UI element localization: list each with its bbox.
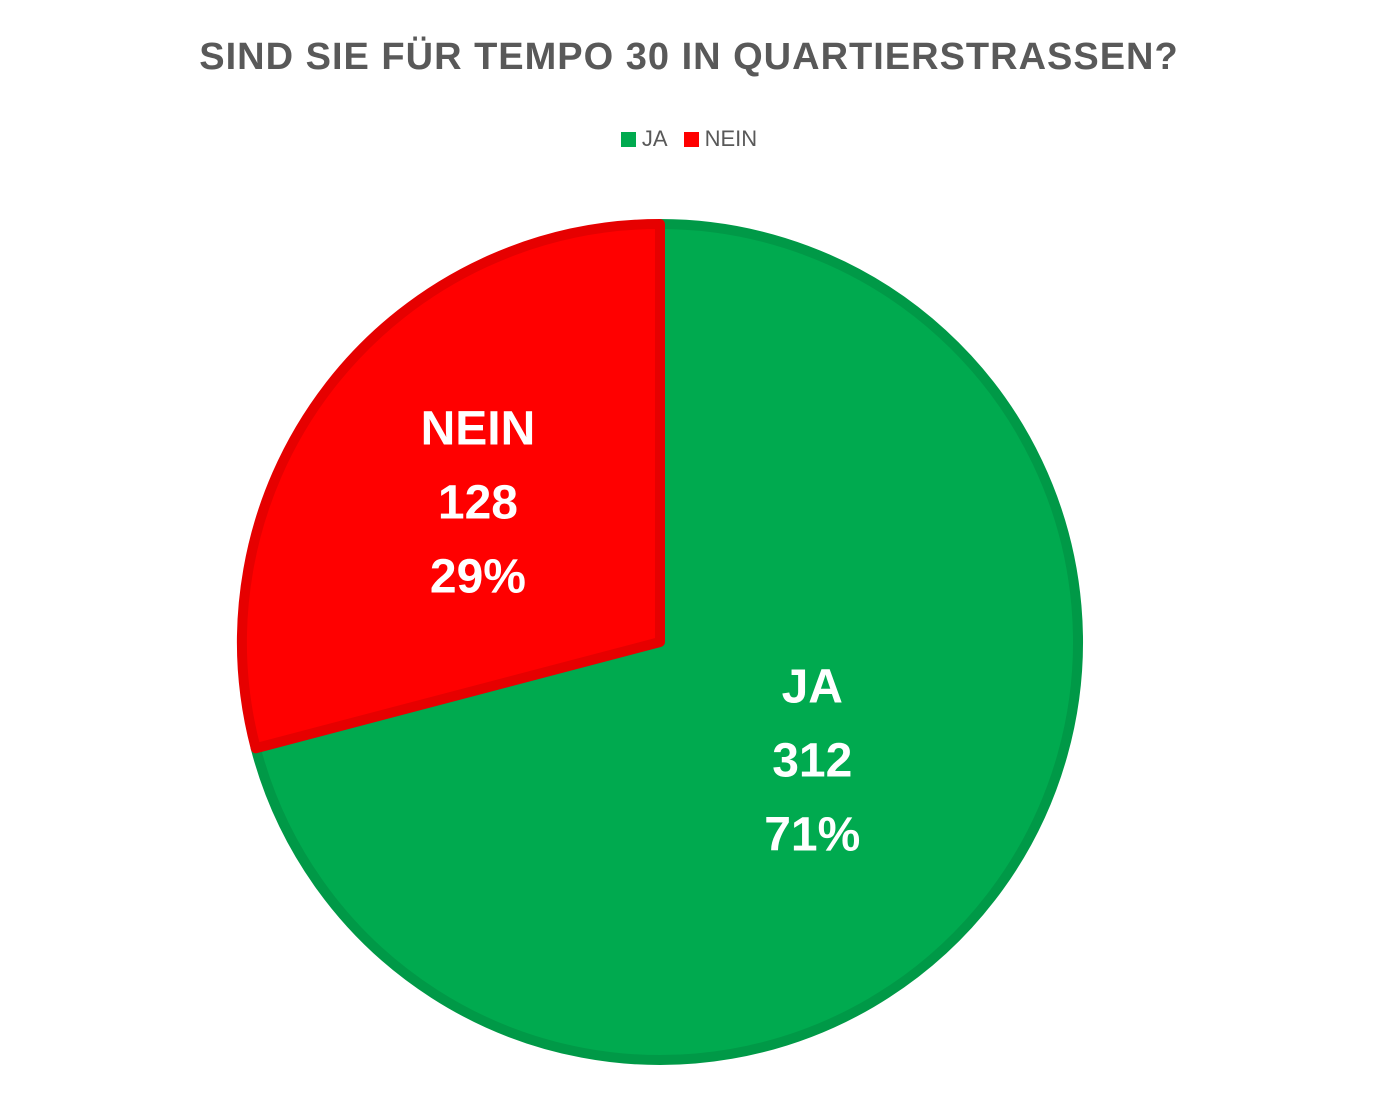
data-label-ja-value: 312: [772, 734, 852, 787]
pie-slice-nein: [237, 219, 665, 754]
legend-swatch-nein: [683, 131, 699, 147]
data-label-ja-label: JA: [782, 660, 843, 713]
legend-swatch-ja: [620, 131, 636, 147]
data-label-nein-value: 128: [438, 477, 518, 530]
data-label-nein-percent: 29%: [430, 551, 526, 604]
legend-label-nein: NEIN: [704, 126, 758, 151]
data-label-ja-percent: 71%: [764, 808, 860, 861]
legend-item-ja: JA: [620, 126, 668, 152]
data-label-nein-label: NEIN: [421, 403, 536, 456]
chart-title: SIND SIE FÜR TEMPO 30 IN QUARTIERSTRASSE…: [199, 36, 1179, 78]
legend-label-ja: JA: [641, 126, 668, 151]
pie-slice-ja: [250, 219, 1083, 1065]
legend: JA NEIN: [0, 126, 1378, 152]
legend-item-nein: NEIN: [683, 126, 758, 152]
